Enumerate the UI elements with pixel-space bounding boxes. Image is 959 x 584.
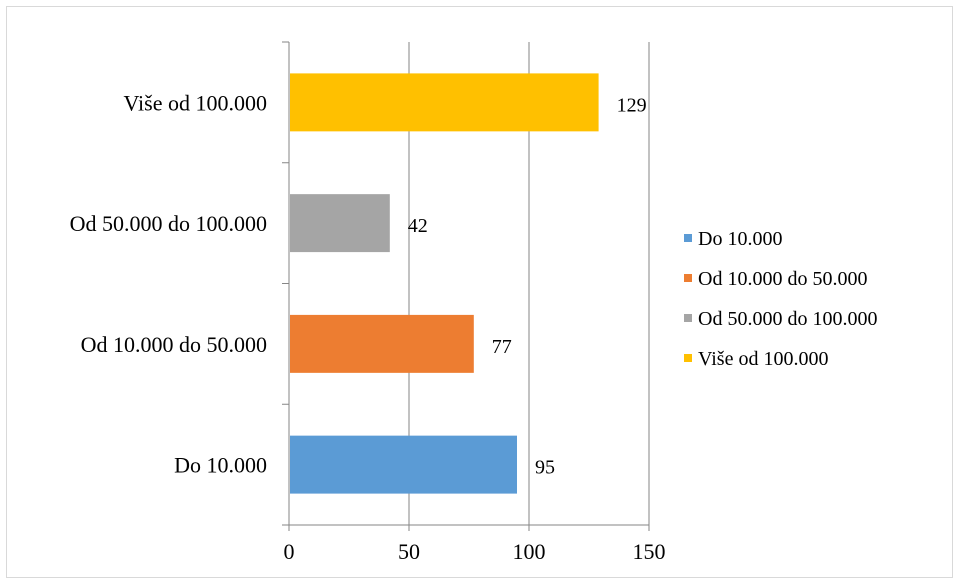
x-tick-label-50: 50 [398,539,420,564]
bar-4 [290,73,599,132]
bars [290,73,599,494]
category-label: Od 10.000 do 50.000 [81,332,267,357]
legend-swatch [684,314,692,322]
x-tick-label-150: 150 [633,539,666,564]
bar-2 [290,314,474,373]
bar-3 [290,194,390,253]
bar-1 [290,435,517,494]
legend-entry: Od 10.000 do 50.000 [698,268,867,290]
data-label: 129 [617,94,647,116]
legend: Do 10.000 Od 10.000 do 50.000 Od 50.000 do… [684,228,877,370]
labels: 0 50 100 150 Do 10.000 95 Od 10.000 do 50.000 7… [70,90,666,564]
data-label: 42 [408,215,428,237]
legend-entry: Više od 100.000 [698,348,828,370]
data-label: 77 [492,336,512,358]
legend-swatch [684,234,692,242]
legend-entry: Od 50.000 do 100.000 [698,308,877,330]
category-label: Više od 100.000 [123,90,267,115]
category-label: Od 50.000 do 100.000 [70,211,267,236]
legend-swatch [684,354,692,362]
category-label: Do 10.000 [174,453,267,478]
legend-entry: Do 10.000 [698,228,782,250]
data-label: 95 [535,457,555,479]
x-tick-label-100: 100 [513,539,546,564]
legend-swatch [684,274,692,282]
axes [282,41,650,531]
x-tick-label-0: 0 [284,539,295,564]
